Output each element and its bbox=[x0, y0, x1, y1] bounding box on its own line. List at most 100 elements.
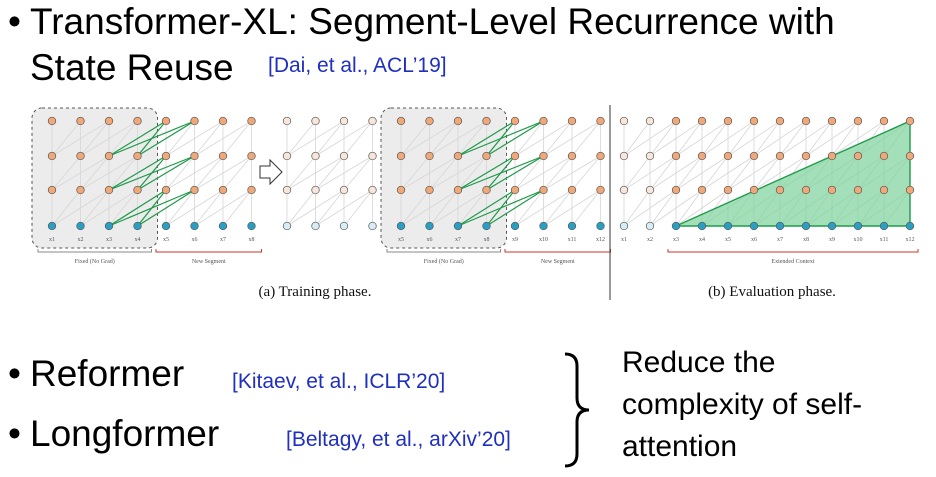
attention-edge bbox=[543, 189, 573, 227]
hidden-node bbox=[510, 185, 520, 195]
attention-edge bbox=[343, 120, 373, 157]
input-node bbox=[510, 221, 520, 231]
cached-state-edge bbox=[108, 189, 167, 227]
hidden-node bbox=[801, 151, 811, 161]
curly-brace bbox=[564, 352, 590, 468]
hidden-node bbox=[47, 116, 57, 126]
new-segment-b-label: New Segment bbox=[541, 259, 575, 265]
attention-edge bbox=[623, 155, 677, 191]
attention-edge bbox=[701, 120, 755, 157]
token-label: x10 bbox=[854, 237, 863, 243]
hidden-node bbox=[247, 116, 256, 126]
hidden-node bbox=[645, 185, 655, 195]
new-segment-a-label: New Segment bbox=[192, 259, 226, 265]
attention-edge bbox=[779, 120, 833, 157]
attention-edge bbox=[727, 155, 781, 191]
attention-edge bbox=[675, 155, 703, 191]
input-node bbox=[311, 221, 320, 231]
cached-state-edge bbox=[457, 120, 516, 157]
token-label: x12 bbox=[596, 237, 605, 243]
attention-edge bbox=[457, 189, 487, 227]
hidden-node bbox=[104, 151, 114, 161]
hidden-node bbox=[619, 116, 629, 126]
input-node bbox=[368, 221, 377, 231]
hidden-node bbox=[749, 185, 759, 195]
hidden-node bbox=[567, 185, 577, 195]
attention-edge bbox=[701, 155, 729, 191]
brace-note-line2: complexity of self- bbox=[622, 388, 863, 421]
hidden-node bbox=[723, 116, 733, 126]
attention-edge bbox=[108, 155, 138, 191]
hidden-node bbox=[905, 185, 915, 195]
cached-state-edge bbox=[108, 120, 167, 157]
attention-edge bbox=[165, 120, 195, 157]
input-node bbox=[218, 221, 228, 231]
citation-dai: [Dai, et al., ACL’19] bbox=[268, 54, 447, 77]
hidden-node bbox=[76, 116, 85, 126]
hidden-node bbox=[827, 116, 837, 126]
input-node bbox=[425, 221, 434, 231]
hidden-node bbox=[339, 185, 349, 195]
hidden-node bbox=[339, 151, 349, 161]
hidden-node bbox=[905, 116, 915, 126]
attention-edge bbox=[649, 155, 703, 191]
token-label: x10 bbox=[539, 237, 548, 243]
cached-state-edge bbox=[137, 155, 195, 191]
cached-state-edge bbox=[457, 120, 544, 157]
extended-context-bracket bbox=[667, 249, 919, 253]
hidden-node bbox=[827, 151, 837, 161]
hidden-node bbox=[368, 185, 377, 195]
attention-edge bbox=[429, 155, 459, 191]
cached-state-edge bbox=[108, 155, 167, 191]
token-label: x4 bbox=[699, 237, 705, 243]
attention-edge bbox=[514, 155, 573, 191]
attention-edge bbox=[805, 120, 833, 157]
input-node bbox=[190, 221, 199, 231]
fixed-a-label: Fixed (No Grad) bbox=[75, 258, 115, 265]
attention-edge bbox=[727, 120, 755, 157]
attention-edge bbox=[753, 120, 807, 157]
input-node bbox=[853, 221, 863, 231]
attention-edge bbox=[649, 189, 703, 227]
input-node bbox=[619, 221, 629, 231]
token-label: x6 bbox=[751, 237, 757, 243]
citation-beltagy: [Beltagy, et al., arXiv’20] bbox=[286, 428, 511, 451]
hidden-node bbox=[697, 185, 707, 195]
hidden-node bbox=[723, 185, 733, 195]
attention-edge bbox=[343, 155, 373, 191]
cached-state-edge bbox=[486, 189, 544, 227]
hidden-node bbox=[396, 151, 406, 161]
attention-edge bbox=[194, 120, 252, 157]
attention-edge bbox=[429, 155, 487, 191]
attention-edge bbox=[400, 120, 430, 157]
hidden-node bbox=[775, 185, 785, 195]
attention-edge bbox=[805, 120, 859, 157]
attention-edge bbox=[315, 155, 345, 191]
hidden-node bbox=[453, 185, 463, 195]
hidden-node bbox=[104, 185, 114, 195]
token-label: x1 bbox=[621, 237, 627, 243]
attention-edge bbox=[400, 155, 430, 191]
hidden-node bbox=[247, 151, 256, 161]
transformer-xl-figure: x1 x2 x3 x4 x5 x6 x7 x8 Fixed (No Grad) New Segme… bbox=[31, 105, 919, 300]
hidden-node bbox=[76, 151, 85, 161]
input-node bbox=[76, 221, 85, 231]
hidden-node bbox=[311, 151, 320, 161]
fixed-b-bracket bbox=[386, 249, 501, 253]
attention-edge bbox=[779, 120, 807, 157]
input-node bbox=[567, 221, 577, 231]
hidden-node bbox=[161, 185, 171, 195]
token-label: x12 bbox=[906, 237, 915, 243]
attention-edge bbox=[429, 189, 487, 227]
attention-edge bbox=[80, 120, 138, 157]
token-label: x8 bbox=[484, 237, 490, 243]
hidden-node bbox=[311, 185, 320, 195]
cached-state-edge bbox=[457, 155, 544, 191]
hidden-node bbox=[282, 116, 292, 126]
attention-edge bbox=[400, 155, 459, 191]
attention-edge bbox=[80, 120, 110, 157]
input-node bbox=[453, 221, 463, 231]
bullet-dot: • bbox=[8, 1, 21, 42]
attention-edge bbox=[165, 155, 224, 191]
attention-edge bbox=[429, 120, 487, 157]
